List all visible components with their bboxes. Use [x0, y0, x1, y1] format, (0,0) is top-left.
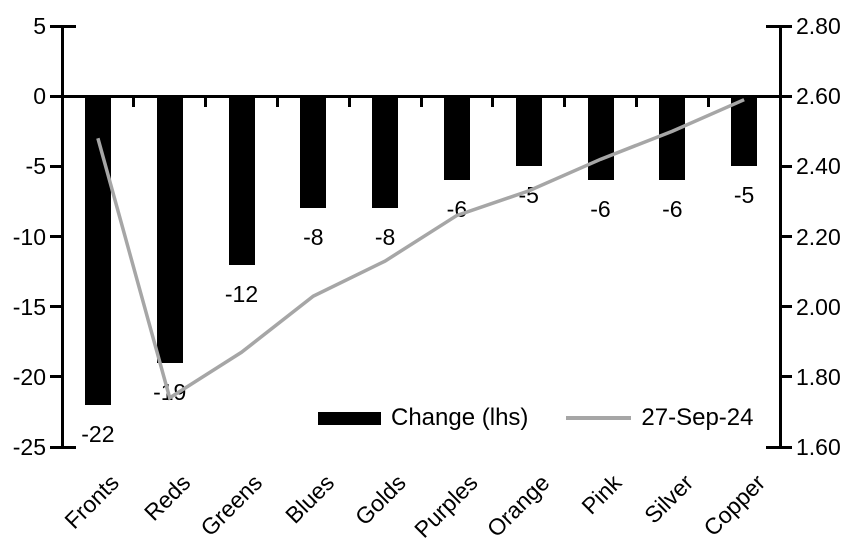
- left-axis-tick: [50, 235, 62, 238]
- category-axis-tick: [204, 96, 208, 108]
- left-axis-line: [60, 24, 64, 449]
- category-axis-tick: [491, 96, 495, 108]
- left-axis-tick: [50, 164, 62, 168]
- category-label: Golds: [349, 469, 411, 531]
- category-axis-tick: [60, 96, 64, 108]
- category-axis-tick: [275, 96, 279, 108]
- category-axis-tick: [419, 96, 423, 108]
- right-axis-tick: [780, 94, 792, 98]
- bar-data-label: -8: [303, 224, 324, 251]
- category-label: Purples: [409, 469, 483, 543]
- right-axis-tick: [766, 24, 792, 28]
- right-axis-tick: [766, 445, 792, 449]
- bar-data-label: -22: [81, 420, 115, 447]
- left-axis-tick-label: -10: [12, 223, 46, 250]
- category-label: Blues: [279, 469, 339, 529]
- bar-data-label: -6: [446, 196, 468, 223]
- category-label: Reds: [139, 469, 196, 526]
- category-label: Fronts: [59, 469, 124, 534]
- left-axis-tick: [50, 305, 62, 309]
- bar: [156, 96, 183, 363]
- left-axis-tick-label: -25: [12, 434, 46, 460]
- bar: [731, 96, 758, 167]
- bar: [443, 96, 470, 181]
- bar-data-label: -12: [224, 280, 259, 307]
- legend-label-change: Change (lhs): [391, 404, 529, 431]
- right-axis-tick-label: 2.40: [796, 153, 841, 180]
- bar: [515, 96, 542, 167]
- bar: [228, 96, 255, 265]
- left-axis-tick-label: -15: [12, 293, 46, 320]
- right-axis-tick-label: 2.00: [796, 293, 841, 320]
- category-axis-tick: [778, 96, 782, 108]
- category-label: Orange: [481, 469, 555, 542]
- category-axis-tick: [706, 96, 710, 108]
- bar-data-label: -8: [374, 224, 396, 251]
- left-axis-tick: [50, 445, 76, 449]
- left-axis-tick-label: -5: [25, 153, 46, 180]
- right-axis-tick: [780, 305, 792, 309]
- legend-bar-swatch-icon: [318, 411, 381, 425]
- right-axis-tick-label: 2.60: [796, 83, 841, 110]
- bar-data-label: -6: [662, 196, 683, 223]
- bar: [372, 96, 399, 209]
- category-axis-tick: [634, 96, 638, 108]
- left-axis-tick: [50, 94, 62, 98]
- bar-data-label: -6: [590, 196, 611, 223]
- right-axis-tick-label: 2.80: [796, 13, 841, 39]
- right-axis-tick-label: 2.20: [796, 223, 841, 250]
- bar: [84, 96, 111, 405]
- category-axis-tick: [132, 96, 136, 108]
- bar: [587, 96, 614, 181]
- left-axis-tick-label: -20: [12, 363, 46, 390]
- legend-line-swatch-icon: [566, 416, 632, 420]
- category-label: Copper: [698, 469, 770, 542]
- left-axis-tick: [50, 375, 62, 379]
- bar: [300, 96, 327, 209]
- category-axis-tick: [563, 96, 567, 108]
- left-axis-tick: [50, 24, 76, 28]
- left-axis-tick-label: 5: [33, 13, 46, 39]
- bar-data-label: -19: [153, 378, 187, 405]
- bar: [659, 96, 686, 181]
- right-axis-tick: [780, 375, 792, 379]
- right-axis-tick-label: 1.60: [796, 434, 841, 460]
- right-axis-tick: [780, 164, 792, 168]
- category-label: Pink: [576, 469, 627, 520]
- bar-data-label: -5: [518, 182, 539, 209]
- right-axis-tick-label: 1.80: [796, 363, 841, 390]
- legend: Change (lhs) 27-Sep-24: [318, 402, 753, 434]
- category-axis-tick: [347, 96, 351, 108]
- category-label: Silver: [638, 469, 698, 529]
- category-label: Greens: [195, 469, 268, 542]
- legend-label-date: 27-Sep-24: [641, 404, 754, 431]
- right-axis-tick: [780, 235, 792, 238]
- bar-data-label: -5: [733, 182, 755, 209]
- left-axis-tick-label: 0: [33, 83, 46, 110]
